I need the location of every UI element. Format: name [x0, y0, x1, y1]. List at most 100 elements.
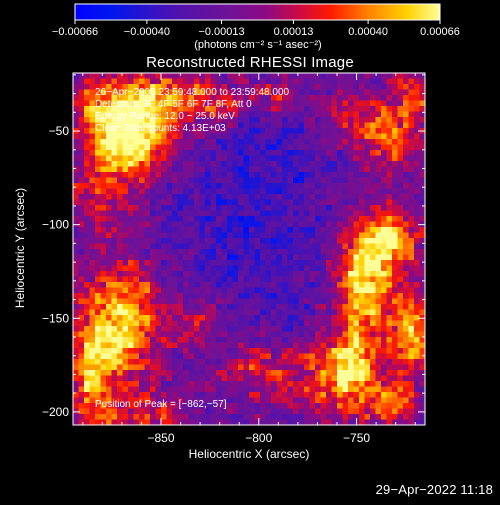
heatmap-cell — [381, 353, 388, 360]
heatmap-cell — [205, 370, 212, 377]
heatmap-cell — [309, 139, 316, 146]
heatmap-cell — [287, 271, 294, 278]
heatmap-cell — [177, 183, 184, 190]
heatmap-cell — [397, 150, 404, 157]
heatmap-cell — [265, 260, 272, 267]
heatmap-cell — [320, 337, 327, 344]
heatmap-cell — [337, 331, 344, 338]
heatmap-cell — [276, 331, 283, 338]
heatmap-cell — [320, 293, 327, 300]
heatmap-cell — [408, 419, 415, 425]
heatmap-cell — [221, 403, 228, 410]
heatmap-cell — [276, 199, 283, 206]
heatmap-cell — [359, 95, 366, 102]
heatmap-cell — [166, 298, 173, 305]
heatmap-cell — [161, 353, 168, 360]
heatmap-cell — [221, 166, 228, 173]
heatmap-cell — [282, 265, 289, 272]
heatmap-cell — [381, 408, 388, 415]
heatmap-cell — [337, 359, 344, 366]
heatmap-cell — [166, 331, 173, 338]
heatmap-cell — [177, 150, 184, 157]
heatmap-cell — [133, 397, 140, 404]
heatmap-cell — [243, 419, 250, 425]
heatmap-cell — [188, 144, 195, 151]
heatmap-cell — [188, 199, 195, 206]
heatmap-cell — [287, 122, 294, 129]
heatmap-cell — [73, 243, 80, 250]
heatmap-cell — [78, 265, 85, 272]
heatmap-cell — [155, 293, 162, 300]
heatmap-cell — [166, 106, 173, 113]
heatmap-cell — [177, 342, 184, 349]
heatmap-cell — [260, 386, 267, 393]
x-axis-label: Heliocentric X (arcsec) — [189, 447, 310, 461]
heatmap-cell — [342, 386, 349, 393]
heatmap-cell — [232, 128, 239, 135]
heatmap-cell — [419, 260, 425, 267]
heatmap-cell — [370, 221, 377, 228]
heatmap-cell — [419, 111, 425, 118]
heatmap-cell — [227, 298, 234, 305]
heatmap-cell — [375, 188, 382, 195]
heatmap-cell — [370, 276, 377, 283]
heatmap-cell — [133, 282, 140, 289]
heatmap-cell — [260, 315, 267, 322]
heatmap-cell — [254, 144, 261, 151]
heatmap-cell — [386, 183, 393, 190]
heatmap-cell — [117, 381, 124, 388]
heatmap-cell — [298, 172, 305, 179]
heatmap-cell — [337, 232, 344, 239]
heatmap-cell — [95, 293, 102, 300]
heatmap-cell — [238, 111, 245, 118]
heatmap-cell — [403, 337, 410, 344]
heatmap-cell — [133, 205, 140, 212]
heatmap-cell — [370, 78, 377, 85]
heatmap-cell — [139, 73, 146, 80]
heatmap-cell — [419, 331, 425, 338]
heatmap-cell — [254, 221, 261, 228]
heatmap-cell — [232, 78, 239, 85]
heatmap-cell — [221, 271, 228, 278]
plot-frame — [72, 72, 426, 426]
heatmap-cell — [331, 216, 338, 223]
heatmap-cell — [100, 326, 107, 333]
heatmap-cell — [304, 183, 311, 190]
heatmap-cell — [298, 199, 305, 206]
heatmap-cell — [315, 353, 322, 360]
heatmap-cell — [315, 249, 322, 256]
heatmap-cell — [304, 238, 311, 245]
heatmap-cell — [78, 210, 85, 217]
heatmap-cell — [326, 117, 333, 124]
heatmap-cell — [172, 403, 179, 410]
heatmap-cell — [348, 249, 355, 256]
heatmap-cell — [309, 348, 316, 355]
heatmap-cell — [221, 232, 228, 239]
heatmap-cell — [106, 111, 113, 118]
heatmap-cell — [117, 375, 124, 382]
heatmap-cell — [392, 353, 399, 360]
heatmap-cell — [183, 166, 190, 173]
heatmap-cell — [276, 166, 283, 173]
heatmap-cell — [166, 227, 173, 234]
heatmap-cell — [216, 177, 223, 184]
heatmap-cell — [397, 249, 404, 256]
heatmap-cell — [205, 414, 212, 421]
heatmap-cell — [348, 375, 355, 382]
heatmap-cell — [150, 243, 157, 250]
heatmap-cell — [216, 419, 223, 425]
heatmap-cell — [221, 227, 228, 234]
heatmap-cell — [128, 408, 135, 415]
heatmap-cell — [419, 139, 425, 146]
heatmap-cell — [232, 238, 239, 245]
heatmap-cell — [309, 353, 316, 360]
heatmap-cell — [260, 95, 267, 102]
heatmap-cell — [293, 183, 300, 190]
heatmap-cell — [359, 293, 366, 300]
heatmap-cell — [150, 73, 157, 80]
heatmap-cell — [309, 111, 316, 118]
heatmap-cell — [397, 265, 404, 272]
heatmap-cell — [133, 287, 140, 294]
heatmap-cell — [155, 260, 162, 267]
heatmap-cell — [315, 408, 322, 415]
